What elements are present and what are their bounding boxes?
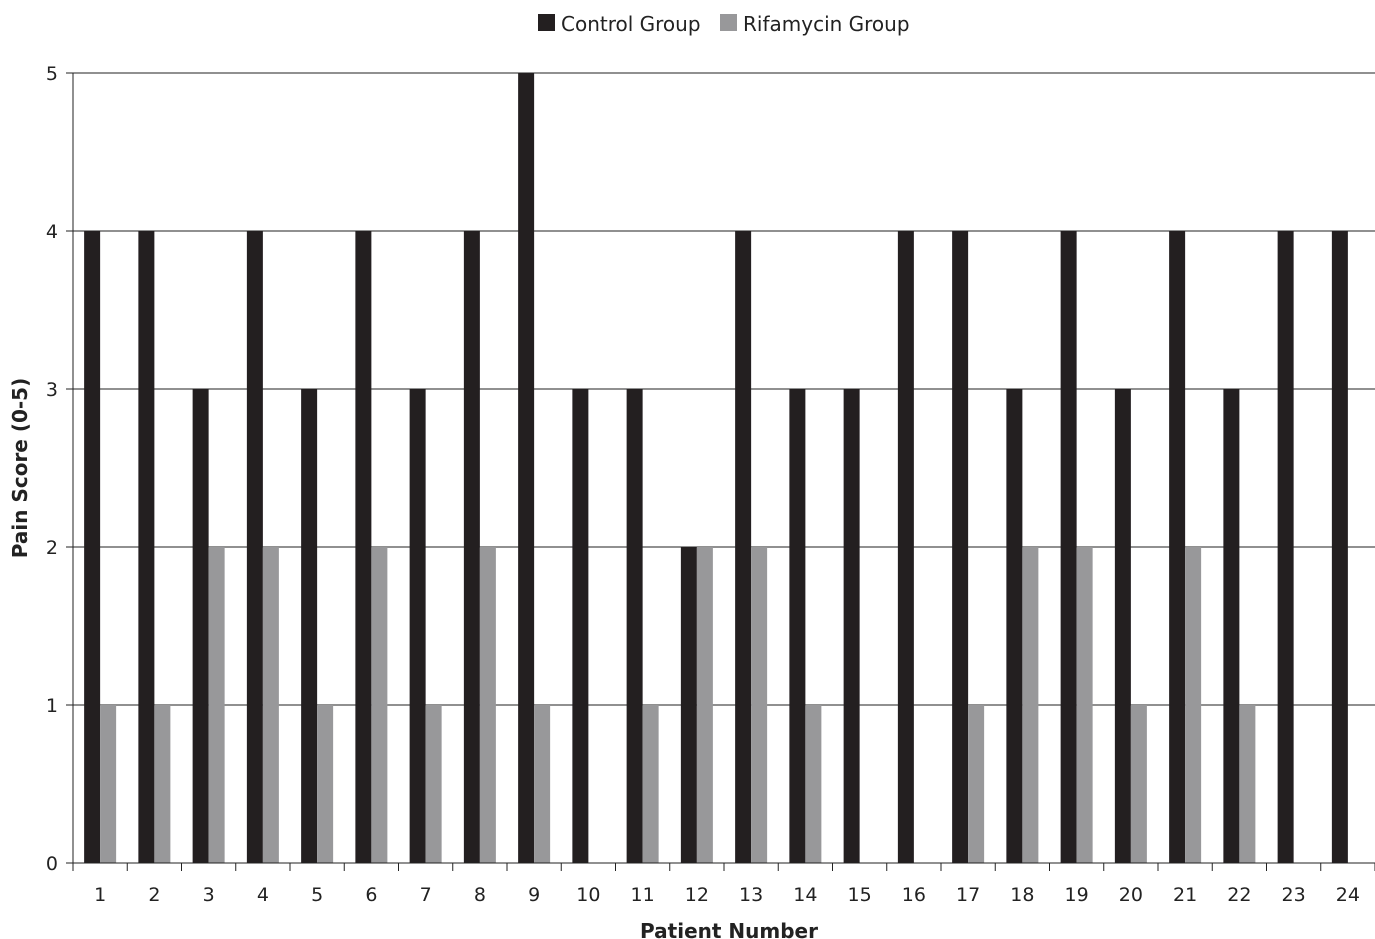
bar-control-group-patient-18 [1006, 389, 1023, 863]
bar-rifamycin-group-patient-20 [1130, 705, 1147, 863]
x-tick-label: 3 [203, 884, 215, 906]
bar-control-group-patient-2 [138, 231, 155, 863]
bar-control-group-patient-9 [518, 73, 535, 863]
bar-control-group-patient-22 [1223, 389, 1240, 863]
bar-rifamycin-group-patient-4 [262, 547, 279, 863]
x-tick-label: 2 [148, 884, 160, 906]
bar-control-group-patient-17 [952, 231, 969, 863]
legend-label-control-group: Control Group [561, 12, 701, 36]
bar-rifamycin-group-patient-9 [534, 705, 551, 863]
bars [84, 73, 1348, 863]
bar-control-group-patient-23 [1277, 231, 1294, 863]
bar-control-group-patient-12 [680, 547, 697, 863]
bar-control-group-patient-24 [1331, 231, 1348, 863]
bar-rifamycin-group-patient-13 [751, 547, 768, 863]
x-tick-label: 12 [685, 884, 709, 906]
y-tick-label: 5 [46, 63, 58, 85]
x-tick-label: 20 [1119, 884, 1143, 906]
bar-control-group-patient-3 [192, 389, 209, 863]
bar-control-group-patient-21 [1169, 231, 1186, 863]
x-tick-labels: 1 2 3 4 5 6 7 8 9 10 11 12 13 14 15 16 17 18 19 20 21 22 23 24 [94, 884, 1360, 906]
y-axis-title: Pain Score (0-5) [8, 378, 32, 558]
x-tick-label: 21 [1173, 884, 1197, 906]
legend-label-rifamycin-group: Rifamycin Group [743, 12, 910, 36]
bar-control-group-patient-20 [1114, 389, 1131, 863]
bar-rifamycin-group-patient-6 [371, 547, 388, 863]
x-tick-label: 17 [956, 884, 980, 906]
bar-rifamycin-group-patient-14 [805, 705, 822, 863]
gridlines [66, 72, 1375, 864]
bar-control-group-patient-15 [843, 389, 860, 863]
bar-control-group-patient-4 [246, 231, 263, 863]
bar-control-group-patient-8 [463, 231, 480, 863]
x-tick-label: 14 [793, 884, 817, 906]
bar-rifamycin-group-patient-11 [642, 705, 659, 863]
x-tick-label: 1 [94, 884, 106, 906]
bar-control-group-patient-14 [789, 389, 806, 863]
bar-control-group-patient-13 [735, 231, 752, 863]
bar-control-group-patient-11 [626, 389, 643, 863]
legend-swatch-rifamycin-group [720, 14, 737, 31]
bar-control-group-patient-1 [84, 231, 101, 863]
x-tick-label: 5 [311, 884, 323, 906]
y-tick-label: 1 [46, 695, 58, 717]
x-tick-label: 15 [848, 884, 872, 906]
bar-control-group-patient-7 [409, 389, 426, 863]
x-tick-label: 16 [902, 884, 926, 906]
x-tick-label: 19 [1065, 884, 1089, 906]
x-tick-label: 18 [1010, 884, 1034, 906]
bar-rifamycin-group-patient-21 [1185, 547, 1202, 863]
bar-rifamycin-group-patient-1 [100, 705, 117, 863]
x-tick-label: 11 [631, 884, 655, 906]
x-tick-label: 24 [1336, 884, 1360, 906]
legend-swatch-control-group [538, 14, 555, 31]
x-tick-label: 8 [474, 884, 486, 906]
legend: Control Group Rifamycin Group [538, 12, 910, 36]
bar-rifamycin-group-patient-7 [425, 705, 442, 863]
x-tick-label: 9 [528, 884, 540, 906]
bar-rifamycin-group-patient-5 [317, 705, 334, 863]
bar-rifamycin-group-patient-17 [968, 705, 985, 863]
y-tick-label: 0 [46, 853, 58, 875]
x-axis-title: Patient Number [640, 919, 818, 939]
bar-control-group-patient-16 [897, 231, 914, 863]
bar-control-group-patient-6 [355, 231, 372, 863]
x-tick-label: 22 [1227, 884, 1251, 906]
x-tick-label: 23 [1282, 884, 1306, 906]
y-tick-label: 3 [46, 379, 58, 401]
bar-rifamycin-group-patient-12 [696, 547, 713, 863]
y-tick-labels: 0 1 2 3 4 5 [46, 63, 58, 875]
x-tick-label: 7 [420, 884, 432, 906]
bar-control-group-patient-19 [1060, 231, 1077, 863]
x-tick-label: 10 [576, 884, 600, 906]
x-tick-label: 4 [257, 884, 269, 906]
bar-rifamycin-group-patient-19 [1076, 547, 1093, 863]
bar-control-group-patient-5 [301, 389, 318, 863]
x-tick-label: 6 [365, 884, 377, 906]
bar-rifamycin-group-patient-22 [1239, 705, 1256, 863]
bar-rifamycin-group-patient-18 [1022, 547, 1039, 863]
bar-control-group-patient-10 [572, 389, 589, 863]
bar-rifamycin-group-patient-8 [479, 547, 496, 863]
axes [72, 73, 1375, 871]
y-tick-label: 4 [46, 221, 58, 243]
x-tick-label: 13 [739, 884, 763, 906]
bar-rifamycin-group-patient-3 [208, 547, 225, 863]
bar-rifamycin-group-patient-2 [154, 705, 171, 863]
y-tick-label: 2 [46, 537, 58, 559]
